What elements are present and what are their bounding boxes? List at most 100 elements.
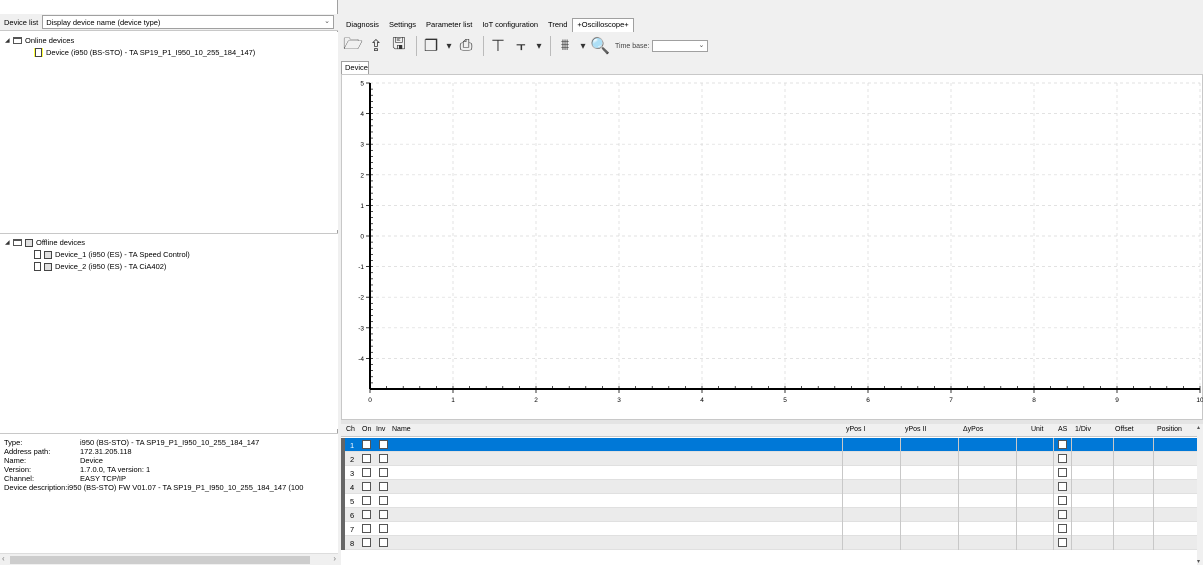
cursor-vertical-icon[interactable]: ⊤ (491, 38, 505, 55)
scroll-down-icon[interactable]: ▾ (1197, 559, 1201, 565)
channel-inv-checkbox[interactable] (379, 538, 388, 547)
chevron-down-icon: ⌄ (324, 18, 330, 25)
expand-triangle-icon[interactable]: ◢ (5, 240, 10, 246)
channel-inv-checkbox[interactable] (379, 496, 388, 505)
channel-on-checkbox[interactable] (362, 454, 371, 463)
save-icon[interactable]: 🖫 (392, 35, 406, 53)
column-header[interactable]: Unit (1031, 426, 1044, 433)
channel-inv-checkbox[interactable] (379, 510, 388, 519)
channel-on-checkbox[interactable] (362, 440, 371, 449)
channel-as-checkbox[interactable] (1058, 510, 1067, 519)
y-tick-label: 1 (360, 203, 364, 210)
channel-as-checkbox[interactable] (1058, 524, 1067, 533)
column-divider (1016, 536, 1017, 550)
column-header[interactable]: ΔyPos (963, 426, 984, 433)
online-devices-node[interactable]: ◢ Online devices (5, 35, 74, 46)
column-header[interactable]: Position (1157, 426, 1182, 433)
channel-row[interactable]: 3 (341, 466, 1197, 480)
open-folder-icon[interactable]: 🗁 (343, 35, 363, 53)
y-tick-label: -2 (358, 295, 364, 302)
column-header[interactable]: Ch (346, 426, 355, 433)
column-divider (1053, 466, 1054, 480)
channel-as-checkbox[interactable] (1058, 468, 1067, 477)
channel-inv-checkbox[interactable] (379, 440, 388, 449)
x-tick-label: 5 (783, 397, 787, 404)
column-header[interactable]: Inv (376, 426, 386, 433)
upload-icon[interactable]: ⇪ (369, 38, 383, 55)
tab-trend[interactable]: Trend (548, 20, 568, 29)
channel-row[interactable]: 4 (341, 480, 1197, 494)
channel-inv-checkbox[interactable] (379, 482, 388, 491)
column-divider (958, 452, 959, 466)
column-header[interactable]: On (362, 426, 372, 433)
time-base-select[interactable]: ⌄ (652, 40, 709, 52)
channel-inv-checkbox[interactable] (379, 468, 388, 477)
channel-row[interactable]: 1 (341, 438, 1197, 452)
zoom-icon[interactable]: 🔍 (590, 38, 610, 55)
device-tab[interactable]: Device (341, 61, 369, 74)
offline-device-item[interactable]: Device_1 (i950 (ES) - TA Speed Control) (34, 249, 190, 260)
horizontal-scrollbar[interactable]: ‹ › (0, 553, 338, 565)
chevron-down-icon[interactable]: ▾ (536, 40, 542, 52)
channel-as-checkbox[interactable] (1058, 482, 1067, 491)
column-header[interactable]: 1/Div (1075, 426, 1091, 433)
channel-row[interactable]: 7 (341, 522, 1197, 536)
horizontal-splitter[interactable] (341, 420, 1203, 424)
tab-diagnosis[interactable]: Diagnosis (346, 20, 379, 29)
column-header[interactable]: yPos II (905, 426, 927, 433)
channel-on-checkbox[interactable] (362, 510, 371, 519)
channel-as-checkbox[interactable] (1058, 440, 1067, 449)
column-header[interactable]: AS (1058, 426, 1068, 433)
x-tick-label: 4 (700, 397, 704, 404)
scroll-up-icon[interactable]: ▴ (1197, 425, 1201, 431)
cursor-horizontal-dropdown-icon[interactable]: ⫟ (516, 37, 526, 54)
column-divider (1071, 508, 1072, 522)
display-mode-select[interactable]: Display device name (device type) ⌄ (42, 15, 334, 29)
channel-row[interactable]: 8 (341, 536, 1197, 550)
axis-dropdown-icon[interactable]: ⩩ (560, 37, 570, 54)
column-header[interactable]: yPos I (846, 426, 866, 433)
chevron-down-icon[interactable]: ▾ (580, 40, 586, 52)
scroll-left-icon[interactable]: ‹ (2, 554, 5, 563)
channel-on-checkbox[interactable] (362, 496, 371, 505)
print-icon[interactable]: ⎙ (459, 37, 473, 54)
channel-on-checkbox[interactable] (362, 468, 371, 477)
channel-inv-checkbox[interactable] (379, 454, 388, 463)
column-divider (1071, 438, 1072, 452)
channel-row[interactable]: 2 (341, 452, 1197, 466)
channel-as-checkbox[interactable] (1058, 454, 1067, 463)
scrollbar-thumb[interactable] (10, 556, 310, 564)
channel-as-checkbox[interactable] (1058, 496, 1067, 505)
tab-settings[interactable]: Settings (388, 20, 417, 29)
tab-oscilloscope[interactable]: +Oscilloscope+ (572, 18, 634, 32)
channel-row[interactable]: 6 (341, 508, 1197, 522)
channel-row[interactable]: 5 (341, 494, 1197, 508)
column-header[interactable]: Offset (1115, 426, 1134, 433)
oscilloscope-plot[interactable]: 0 1 2 3 4 5 6 7 8 9 10 5 4 3 2 1 0 -1 -2 -3 -4 (341, 74, 1203, 420)
column-divider (1153, 466, 1154, 480)
vertical-scrollbar[interactable]: ▴ ▾ (1197, 424, 1203, 565)
channel-on-checkbox[interactable] (362, 538, 371, 547)
x-tick-label: 10 (1196, 397, 1203, 404)
info-value: EASY TCP/IP (80, 474, 126, 483)
column-divider (900, 452, 901, 466)
chevron-down-icon[interactable]: ▾ (446, 40, 452, 52)
channel-on-checkbox[interactable] (362, 482, 371, 491)
x-tick-label: 8 (1032, 397, 1036, 404)
channel-inv-checkbox[interactable] (379, 524, 388, 533)
channel-as-checkbox[interactable] (1058, 538, 1067, 547)
online-device-item[interactable]: Device (i950 (BS-STO) - TA SP19_P1_I950_… (34, 47, 255, 58)
tab-parameter-list[interactable]: Parameter list (426, 20, 473, 29)
channel-on-checkbox[interactable] (362, 524, 371, 533)
column-divider (842, 466, 843, 480)
expand-triangle-icon[interactable]: ◢ (5, 38, 10, 44)
offline-devices-node[interactable]: ◢ Offline devices (5, 237, 85, 248)
offline-device-item[interactable]: Device_2 (i950 (ES) - TA CiA402) (34, 261, 166, 272)
column-header[interactable]: Name (392, 426, 411, 433)
copy-dropdown-icon[interactable]: ❐ (423, 38, 439, 55)
scroll-right-icon[interactable]: › (333, 554, 336, 563)
tab-iot-configuration[interactable]: IoT configuration (482, 20, 539, 29)
channel-table: Ch On Inv Name yPos I yPos II ΔyPos Unit AS 1/Div… (341, 424, 1203, 565)
offline-tree: ◢ Offline devices Device_1 (i950 (ES) - … (0, 233, 338, 429)
column-divider (900, 494, 901, 508)
